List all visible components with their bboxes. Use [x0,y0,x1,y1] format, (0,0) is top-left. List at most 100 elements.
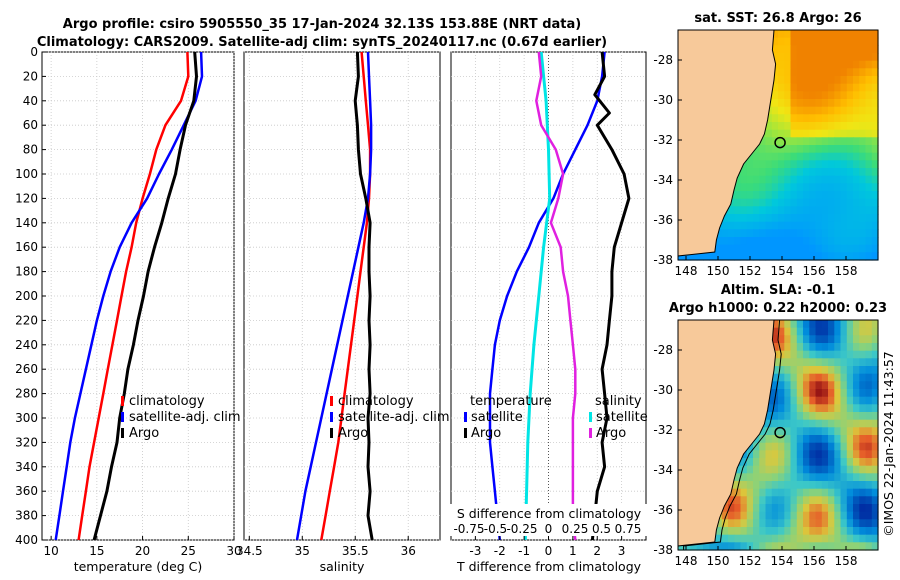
map-cell [809,504,817,513]
map-cell [796,198,804,207]
map-cell [778,76,785,85]
map-cell [796,53,804,62]
map-cell [790,252,798,261]
map-cell [790,458,798,467]
map-cell [721,504,729,513]
map-cell [828,45,835,54]
map-cell [784,129,792,138]
map-cell [840,183,848,192]
map-cell [840,496,848,505]
map-cell [871,442,879,451]
map-cell [859,427,867,436]
map-cell [784,519,792,528]
map-cell [815,152,823,161]
map-cell [778,458,785,467]
map-cell [784,168,792,177]
x-tick-label: 0 [545,544,553,558]
y-tick-label: -28 [653,343,673,357]
map-cell [740,473,748,482]
map-cell [771,53,779,62]
map-cell [784,145,792,154]
map-cell [809,191,817,200]
map-cell [815,221,823,230]
map-cell [790,160,798,169]
map-cell [853,99,860,108]
legend-label-satellite: satellite-adj. clim [338,410,450,425]
map-cell [740,465,748,474]
map-cell [821,99,829,108]
map-cell [784,45,792,54]
map-cell [846,91,854,100]
map-cell [678,542,685,551]
map-cell [821,450,829,459]
land [677,29,777,260]
map-cell [840,83,848,92]
map-cell [834,129,842,138]
map-cell [840,68,848,77]
map-cell [771,175,779,184]
map-cell [821,175,829,184]
map-cell [859,168,867,177]
map-cell [834,519,842,528]
map-cell [803,396,810,405]
map-cell [865,244,873,253]
map-cell [840,335,848,344]
map-cell [834,252,842,261]
map-cell [778,504,785,513]
map-cell [821,527,829,536]
map-cell [846,450,854,459]
map-cell [784,60,792,69]
map-cell [728,542,735,551]
x-tick-label: 36 [401,544,416,558]
map-cell [803,481,810,490]
map-cell [753,504,760,513]
map-cell [828,350,835,359]
y-tick-label: 60 [23,118,38,132]
map-cell [871,191,879,200]
map-cell [746,221,754,230]
map-cell [853,175,860,184]
y-tick-label: -36 [653,503,673,517]
map-cell [846,327,854,336]
y-tick-label: -32 [653,133,673,147]
map-cell [828,30,835,39]
map-cell [784,106,792,115]
map-cell [784,343,792,352]
map-cell [790,214,798,223]
map-cell [809,519,817,528]
map-cell [853,427,860,436]
map-cell [846,343,854,352]
map-cell [740,534,748,543]
map-cell [784,37,792,46]
map-cell [840,145,848,154]
map-cell [834,496,842,505]
map-cell [828,335,835,344]
map-cell [784,327,792,336]
map-cell [771,45,779,54]
map-cell [828,381,835,390]
map-cell [815,122,823,131]
map-cell [753,481,760,490]
map-cell [815,106,823,115]
map-cell [846,527,854,536]
map-cell [753,542,760,551]
map-cell [765,191,773,200]
map-cell [784,244,792,253]
map-cell [759,435,767,444]
map-cell [859,145,867,154]
map-cell [803,214,810,223]
map-cell [778,175,785,184]
map-cell [859,175,867,184]
map-cell [828,534,835,543]
map-cell [815,45,823,54]
map-cell [734,191,742,200]
map-cell [771,496,779,505]
map-cell [809,30,817,39]
y-tick-label: -34 [653,463,673,477]
map-cell [803,327,810,336]
map-cell [828,366,835,375]
map-cell [828,327,835,336]
map-cell [834,183,842,192]
map-cell [846,53,854,62]
map-cell [796,237,804,246]
